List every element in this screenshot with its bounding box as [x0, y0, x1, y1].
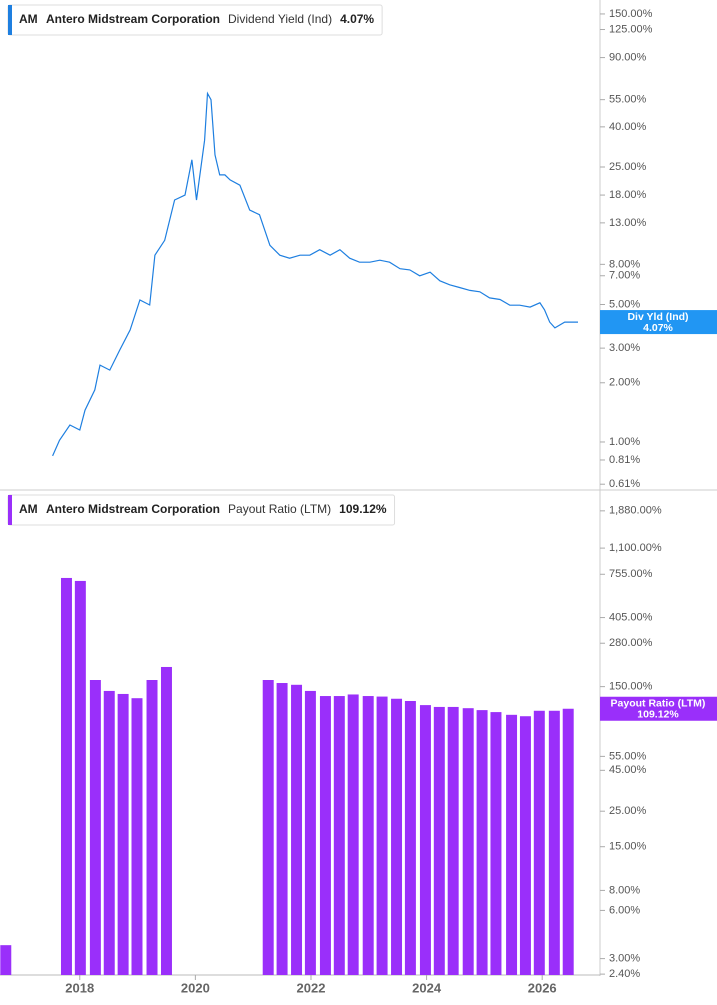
y-tick-label: 40.00%	[609, 121, 647, 133]
y-tick-label: 755.00%	[609, 568, 653, 580]
x-tick-label: 2026	[528, 980, 557, 995]
bar	[447, 706, 459, 975]
legend-metric: Dividend Yield (Ind)	[228, 12, 332, 26]
bar	[117, 693, 129, 975]
y-tick-label: 3.00%	[609, 342, 640, 354]
bar	[476, 710, 488, 975]
legend-company: Antero Midstream Corporation	[46, 12, 220, 26]
bar	[462, 708, 474, 975]
x-tick-label: 2020	[181, 980, 210, 995]
y-tick-label: 8.00%	[609, 884, 640, 896]
y-tick-label: 90.00%	[609, 51, 647, 63]
bar	[562, 708, 574, 975]
y-tick-label: 280.00%	[609, 637, 653, 649]
bar	[519, 716, 531, 975]
bar	[291, 684, 303, 975]
bar	[404, 700, 416, 975]
y-tick-label: 55.00%	[609, 750, 647, 762]
y-tick-label: 1,100.00%	[609, 542, 662, 554]
legend-swatch	[8, 495, 12, 525]
legend-ticker: AM	[19, 502, 38, 516]
y-tick-label: 15.00%	[609, 841, 647, 853]
bar	[433, 706, 445, 975]
y-tick-label: 55.00%	[609, 94, 647, 106]
y-tick-label: 13.00%	[609, 217, 647, 229]
value-marker-box	[600, 696, 717, 721]
x-tick-label: 2022	[297, 980, 326, 995]
y-tick-label: 6.00%	[609, 904, 640, 916]
bar	[160, 666, 172, 975]
legend-company: Antero Midstream Corporation	[46, 502, 220, 516]
bar	[319, 696, 331, 975]
y-tick-label: 1,880.00%	[609, 505, 662, 517]
bar	[548, 710, 560, 975]
y-tick-label: 150.00%	[609, 681, 653, 693]
y-tick-label: 7.00%	[609, 270, 640, 282]
y-tick-label: 25.00%	[609, 161, 647, 173]
y-tick-label: 1.00%	[609, 436, 640, 448]
bar	[60, 577, 72, 975]
y-tick-label: 150.00%	[609, 8, 653, 20]
legend: AM Antero Midstream Corporation Dividend Y…	[7, 4, 383, 36]
value-marker: Div Yld (Ind)4.07%	[600, 310, 717, 335]
legend-value: 109.12%	[339, 502, 387, 516]
bar	[376, 696, 388, 975]
bar	[304, 690, 316, 975]
bar	[0, 945, 12, 975]
bar	[490, 712, 502, 975]
legend-value: 4.07%	[340, 12, 374, 26]
y-tick-label: 405.00%	[609, 611, 653, 623]
bar	[347, 694, 359, 975]
bar	[362, 696, 374, 975]
y-tick-label: 2.40%	[609, 968, 640, 980]
value-marker: Payout Ratio (LTM)109.12%	[600, 696, 717, 721]
bar	[276, 683, 288, 975]
y-tick-label: 18.00%	[609, 189, 647, 201]
value-marker-name: Payout Ratio (LTM)	[611, 698, 706, 710]
bar	[146, 680, 158, 975]
legend-swatch	[8, 5, 12, 35]
legend-ticker: AM	[19, 12, 38, 26]
y-tick-label: 5.00%	[609, 298, 640, 310]
y-tick-label: 2.00%	[609, 377, 640, 389]
bar	[103, 690, 115, 975]
x-tick-label: 2024	[412, 980, 442, 995]
bar	[262, 680, 274, 975]
y-tick-label: 8.00%	[609, 258, 640, 270]
legend: AM Antero Midstream Corporation Payout Rat…	[7, 494, 396, 526]
value-marker-name: Div Yld (Ind)	[627, 311, 688, 323]
y-tick-label: 125.00%	[609, 23, 653, 35]
y-tick-label: 0.61%	[609, 478, 640, 490]
bar	[533, 710, 545, 975]
y-tick-label: 25.00%	[609, 805, 647, 817]
bar	[74, 580, 86, 975]
y-tick-label: 45.00%	[609, 764, 647, 776]
y-tick-label: 3.00%	[609, 953, 640, 965]
bar	[506, 714, 518, 975]
bar	[419, 705, 431, 975]
legend-metric: Payout Ratio (LTM)	[228, 502, 331, 516]
bar	[333, 696, 345, 975]
bar	[131, 698, 143, 975]
line	[52, 91, 578, 457]
value-marker-box	[600, 310, 717, 335]
value-marker-value: 109.12%	[637, 709, 679, 721]
x-tick-label: 2018	[65, 980, 94, 995]
y-tick-label: 0.81%	[609, 454, 640, 466]
bar	[391, 698, 403, 975]
bar	[89, 680, 101, 975]
value-marker-value: 4.07%	[643, 322, 673, 334]
